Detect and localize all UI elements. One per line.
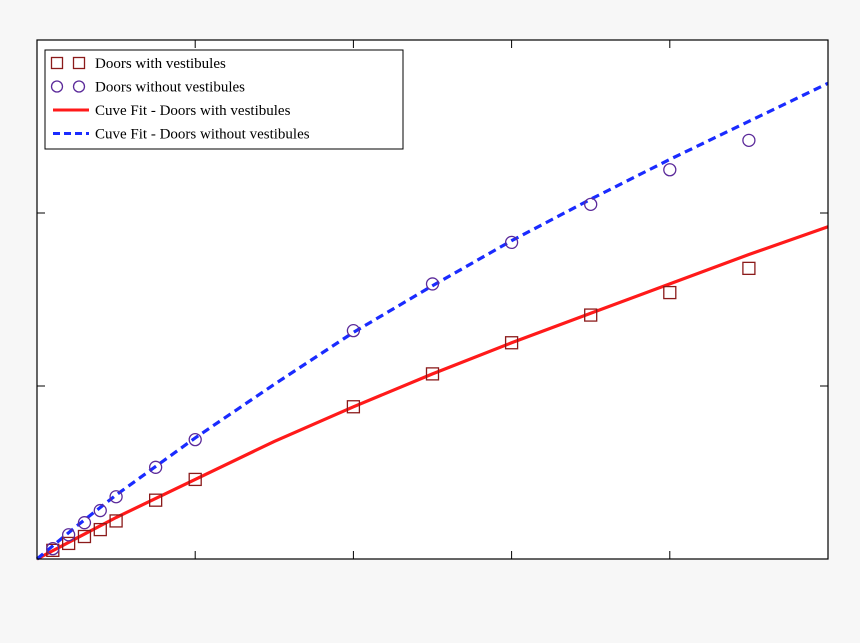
series-0-point-4: [109, 514, 123, 528]
series-0-point-9: [504, 336, 519, 350]
series-0-point-2: [77, 529, 92, 544]
series-0-point-5: [148, 493, 163, 507]
series-1-point-0: [46, 541, 60, 556]
legend-label-1: Doors without vestibules: [95, 80, 245, 96]
legend: Doors with vestibules Doors without vesti…: [44, 49, 404, 150]
series-0-point-12: [742, 261, 756, 276]
legend-swatch-square-0-1: [72, 56, 86, 70]
series-1-point-8: [425, 277, 440, 291]
legend-swatch-circle-1-0: [50, 80, 64, 93]
legend-items: Doors with vestibules Doors without vesti…: [50, 56, 310, 143]
legend-label-3: Cuve Fit - Doors without vestibules: [95, 127, 310, 143]
series-1-point-11: [663, 163, 677, 177]
series-1-point-12: [742, 133, 756, 147]
series-1-point-5: [148, 460, 163, 474]
series-1-point-7: [346, 323, 361, 338]
series-line-3: [35, 81, 829, 561]
series-0-point-8: [425, 367, 440, 381]
series-0-point-6: [188, 472, 202, 487]
legend-swatch-circle-1-1: [72, 80, 86, 93]
series-1-point-9: [504, 235, 519, 250]
series-1-point-3: [93, 503, 107, 518]
series-0-point-1: [61, 536, 76, 551]
series-1-point-4: [109, 490, 123, 504]
series-0-point-3: [93, 522, 107, 537]
series-1-point-10: [584, 197, 598, 212]
series-0-point-10: [584, 308, 598, 322]
series-1-point-2: [77, 516, 92, 530]
series-1-point-6: [188, 432, 202, 447]
legend-label-2: Cuve Fit - Doors with vestibules: [95, 103, 291, 119]
legend-swatch-square-0-0: [50, 56, 64, 70]
series-1-point-1: [61, 528, 76, 542]
axis-ticks: [37, 39, 829, 559]
series-0-point-11: [663, 285, 677, 300]
legend-box: [44, 49, 404, 150]
legend-label-0: Doors with vestibules: [95, 56, 226, 72]
series-0-point-7: [346, 400, 361, 414]
plot-frame: [36, 39, 829, 560]
chart-marks: [35, 81, 829, 561]
